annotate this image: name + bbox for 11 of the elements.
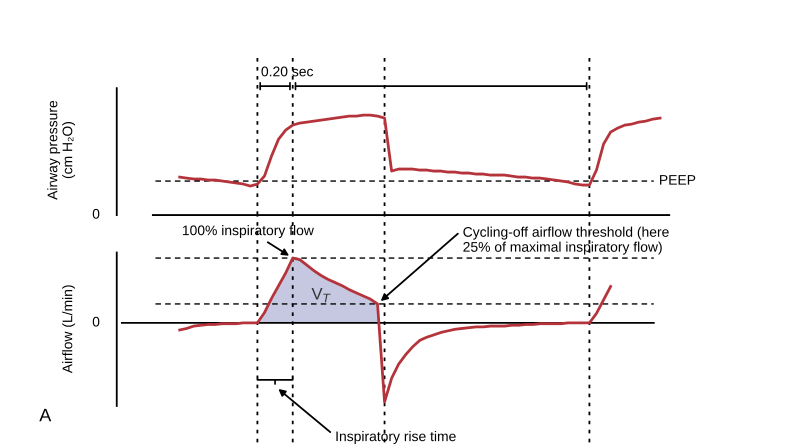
text: 0 [92,208,100,219]
text: Inspiratory rise time [336,431,456,444]
text: 0 [92,316,100,327]
y-axis-title: Airflow (L/min) [62,285,76,374]
series-label: V$_{T}$ [312,288,331,302]
text: Cycling-off airflow threshold (here 25% of maximal inspiratory flow) [463,226,669,255]
y-axis-title: Airway pressure (cm H₂O) [47,100,76,200]
text: 100% inspiratory flow [182,225,314,238]
text: A [39,408,52,422]
ref-line-label: PEEP [660,175,696,185]
text: 0.20 sec [261,66,314,76]
